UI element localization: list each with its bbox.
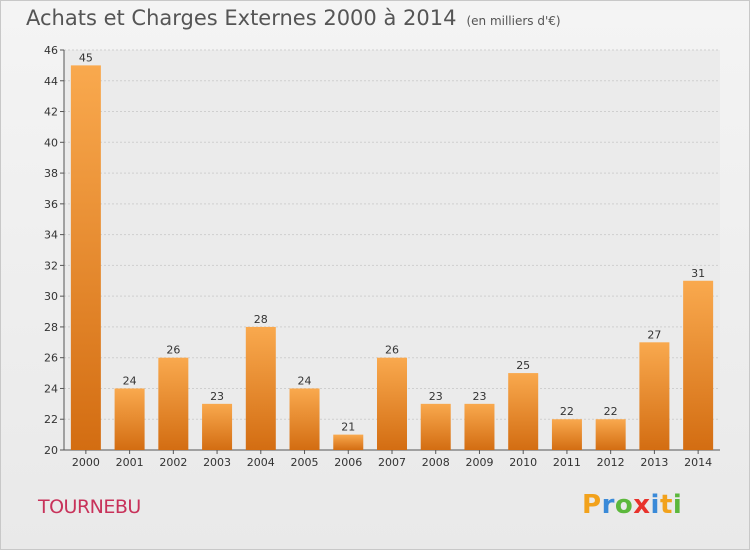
logo-letter: x [633, 490, 651, 520]
y-tick-label: 26 [44, 352, 58, 365]
y-tick-label: 44 [44, 75, 58, 88]
y-tick-label: 28 [44, 321, 58, 334]
bar-value-label: 31 [691, 267, 705, 280]
y-tick-label: 22 [44, 413, 58, 426]
x-tick-label: 2005 [291, 456, 319, 469]
bar-value-label: 28 [254, 313, 268, 326]
x-tick-label: 2008 [422, 456, 450, 469]
bar [420, 403, 451, 450]
bar-value-label: 23 [472, 390, 486, 403]
bar-value-label: 21 [341, 421, 355, 434]
bar-value-label: 45 [79, 51, 93, 64]
y-tick-label: 34 [44, 229, 58, 242]
x-tick-label: 2007 [378, 456, 406, 469]
x-tick-label: 2009 [465, 456, 493, 469]
bar [377, 357, 407, 450]
bar [245, 326, 276, 450]
x-tick-label: 2010 [509, 456, 537, 469]
y-tick-label: 42 [44, 106, 58, 119]
bar [508, 373, 539, 450]
bar-value-label: 24 [123, 374, 137, 387]
y-tick-label: 30 [44, 290, 58, 303]
bar [639, 342, 670, 450]
x-tick-label: 2002 [159, 456, 187, 469]
x-tick-label: 2003 [203, 456, 231, 469]
chart-title: Achats et Charges Externes 2000 à 2014 (e… [26, 6, 561, 30]
y-tick-label: 40 [44, 136, 58, 149]
proxiti-logo: Proxiti [582, 490, 682, 520]
y-tick-label: 24 [44, 382, 58, 395]
city-name: TOURNEBU [38, 496, 141, 518]
chart-unit: (en milliers d'€) [466, 14, 561, 28]
logo-letter: P [582, 490, 602, 520]
bar [683, 280, 714, 450]
bar-value-label: 23 [429, 390, 443, 403]
x-tick-label: 2004 [247, 456, 275, 469]
x-tick-label: 2013 [640, 456, 668, 469]
bar [551, 419, 582, 450]
bar [289, 388, 320, 450]
bar [70, 65, 101, 450]
x-tick-label: 2014 [684, 456, 712, 469]
x-tick-label: 2000 [72, 456, 100, 469]
y-tick-label: 32 [44, 259, 58, 272]
y-tick-label: 46 [44, 44, 58, 57]
logo-letter: r [601, 490, 615, 520]
y-tick-label: 36 [44, 198, 58, 211]
bar [114, 388, 145, 450]
logo-letter: i [650, 490, 660, 520]
chart-title-text: Achats et Charges Externes 2000 à 2014 [26, 6, 457, 30]
bar [202, 403, 233, 450]
bar-value-label: 23 [210, 390, 224, 403]
bar-value-label: 27 [647, 328, 661, 341]
bar-value-label: 26 [166, 344, 180, 357]
bar [333, 434, 364, 450]
x-tick-label: 2006 [334, 456, 362, 469]
bar-value-label: 22 [560, 405, 574, 418]
bar [464, 403, 495, 450]
x-tick-label: 2011 [553, 456, 581, 469]
logo-letter: t [659, 490, 673, 520]
bar-value-label: 25 [516, 359, 530, 372]
bar-value-label: 26 [385, 344, 399, 357]
x-tick-label: 2001 [116, 456, 144, 469]
x-tick-label: 2012 [597, 456, 625, 469]
y-tick-label: 38 [44, 167, 58, 180]
logo-letter: o [614, 490, 634, 520]
y-tick-label: 20 [44, 444, 58, 457]
logo-letter: i [672, 490, 683, 520]
bar-value-label: 22 [604, 405, 618, 418]
bar-value-label: 24 [298, 374, 312, 387]
bar [595, 419, 626, 450]
bar [158, 357, 189, 450]
